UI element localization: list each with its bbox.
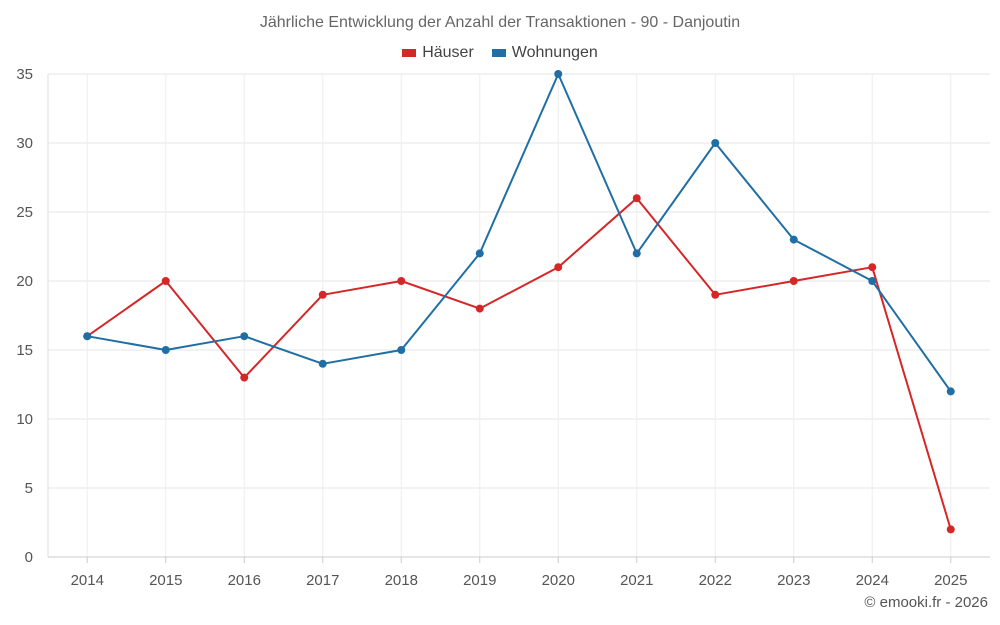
y-tick-label: 20 [16,273,33,290]
y-tick-label: 10 [16,411,33,428]
y-tick-label: 30 [16,135,33,152]
data-point-haeuser [318,290,327,299]
data-point-wohnungen [711,139,720,147]
y-tick-label: 15 [16,342,33,359]
data-point-haeuser [632,194,641,203]
y-tick-label: 5 [25,480,33,497]
data-point-haeuser [161,277,170,285]
data-point-wohnungen [789,235,798,244]
x-tick-label: 2022 [699,572,732,589]
data-point-wohnungen [83,332,92,341]
x-tick-label: 2019 [463,572,496,589]
data-point-wohnungen [632,249,641,258]
x-tick-label: 2018 [385,572,418,589]
data-point-haeuser [554,263,563,272]
chart-title: Jährliche Entwicklung der Anzahl der Tra… [259,14,741,31]
legend-label-wohnungen: Wohnungen [511,44,598,61]
legend-swatch-haeuser [402,49,417,57]
data-point-wohnungen [318,359,327,368]
data-point-haeuser [397,277,406,285]
x-tick-label: 2023 [777,572,810,589]
data-point-wohnungen [161,346,170,354]
data-point-haeuser [240,373,249,382]
data-point-haeuser [711,290,720,299]
data-point-wohnungen [475,249,484,258]
credit-text: © emooki.fr - 2026 [864,594,988,611]
data-point-wohnungen [868,277,877,285]
data-point-wohnungen [554,70,563,78]
series-line-wohnungen [87,73,952,392]
x-tick-label: 2020 [542,572,575,589]
x-tick-label: 2014 [71,572,104,589]
data-point-haeuser [475,304,484,313]
data-point-wohnungen [946,387,955,396]
x-tick-label: 2017 [306,572,339,589]
x-tick-label: 2016 [228,572,261,589]
series-line-haeuser [86,197,952,530]
x-tick-label: 2025 [934,572,967,589]
legend-label-haeuser: Häuser [422,44,474,61]
y-tick-label: 25 [16,204,33,221]
y-tick-label: 35 [16,66,33,83]
legend: Häuser Wohnungen [0,44,1000,62]
x-tick-label: 2021 [620,572,653,589]
y-tick-label: 0 [25,549,33,566]
data-point-wohnungen [397,346,406,354]
data-point-wohnungen [240,332,249,341]
x-tick-label: 2015 [149,572,182,589]
legend-swatch-wohnungen [491,49,506,57]
data-point-haeuser [946,525,955,534]
legend-item-wohnungen[interactable]: Wohnungen [491,44,598,62]
x-tick-label: 2024 [856,572,889,589]
data-point-haeuser [789,277,798,285]
legend-item-haeuser[interactable]: Häuser [402,44,474,62]
data-point-haeuser [868,263,877,272]
